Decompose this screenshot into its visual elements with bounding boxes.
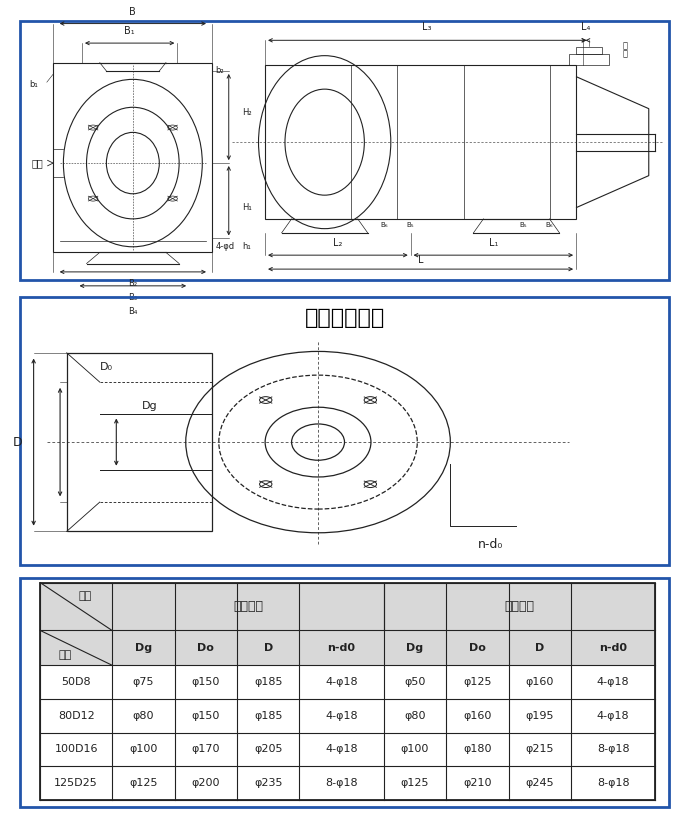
Text: L₄: L₄ [582,22,590,32]
Text: n-d0: n-d0 [599,643,627,653]
Text: n-d₀: n-d₀ [477,538,503,552]
Text: 125D25: 125D25 [54,778,98,788]
Text: φ185: φ185 [254,710,282,721]
Text: 吸入吐出法兰: 吸入吐出法兰 [305,308,384,328]
Bar [40,583,655,800]
Text: φ125: φ125 [401,778,429,788]
Text: φ160: φ160 [463,710,491,721]
Text: 4-φ18: 4-φ18 [325,677,358,687]
Text: φ200: φ200 [192,778,220,788]
Text: φ150: φ150 [192,677,220,687]
Text: φ125: φ125 [463,677,492,687]
Bar [40,583,655,665]
Text: 尺寸: 尺寸 [59,650,72,660]
Text: B₄: B₄ [128,307,138,316]
Text: φ245: φ245 [526,778,554,788]
Text: φ125: φ125 [129,778,158,788]
Text: 80D12: 80D12 [58,710,94,721]
Text: b₁: b₁ [29,80,38,89]
Text: 4-φ18: 4-φ18 [325,744,358,754]
Text: 8-φ18: 8-φ18 [325,778,358,788]
Text: Dg: Dg [135,643,152,653]
Text: H₁: H₁ [242,203,251,213]
Text: Do: Do [197,643,214,653]
Text: φ50: φ50 [404,677,426,687]
Text: 4-φ18: 4-φ18 [597,677,630,687]
Text: φ210: φ210 [463,778,492,788]
Text: 水: 水 [622,50,627,59]
Text: D: D [264,643,273,653]
Text: φ235: φ235 [254,778,282,788]
Text: Dg: Dg [141,401,157,411]
Text: 100D16: 100D16 [54,744,98,754]
Text: 4-φd: 4-φd [216,242,235,251]
Text: φ195: φ195 [526,710,554,721]
Text: φ100: φ100 [401,744,429,754]
Text: b₂: b₂ [216,66,224,75]
Text: Do: Do [469,643,486,653]
Text: H₂: H₂ [242,108,251,117]
Text: 8-φ18: 8-φ18 [597,778,630,788]
Text: 进水: 进水 [32,158,43,168]
Text: 8-φ18: 8-φ18 [597,744,630,754]
Text: B₁: B₁ [124,26,135,36]
Text: D: D [535,643,544,653]
Text: B: B [130,7,136,17]
Text: φ100: φ100 [129,744,158,754]
Text: 50D8: 50D8 [61,677,91,687]
Text: φ75: φ75 [132,677,154,687]
Text: φ150: φ150 [192,710,220,721]
Text: 型号: 型号 [78,591,92,601]
Bar [265,65,576,219]
Text: 吸入法兰: 吸入法兰 [233,600,263,613]
Text: φ180: φ180 [463,744,492,754]
Text: 4-φ18: 4-φ18 [325,710,358,721]
Text: D: D [12,436,22,448]
Bar [569,55,609,65]
Text: L₂: L₂ [333,238,342,248]
Text: φ80: φ80 [404,710,426,721]
Text: Dg: Dg [407,643,424,653]
Text: 出: 出 [622,41,627,50]
Text: L₁: L₁ [489,238,498,248]
Text: B₆: B₆ [380,222,388,227]
Text: B₅: B₅ [407,222,415,227]
Text: B₃: B₃ [128,293,137,302]
Text: φ80: φ80 [132,710,154,721]
Text: φ215: φ215 [526,744,554,754]
Text: h₁: h₁ [242,242,251,251]
Text: L: L [418,255,423,265]
Text: 4-φ18: 4-φ18 [597,710,630,721]
Text: φ170: φ170 [192,744,220,754]
Text: B₂: B₂ [128,279,137,288]
Text: D₀: D₀ [100,361,113,372]
Text: L₃: L₃ [422,22,432,32]
Bar [67,353,212,532]
Text: φ185: φ185 [254,677,282,687]
Text: n-d0: n-d0 [327,643,356,653]
Text: B₆: B₆ [546,222,553,227]
Text: B₅: B₅ [520,222,527,227]
Text: φ205: φ205 [254,744,282,754]
Text: φ160: φ160 [526,677,554,687]
Bar [576,47,602,55]
Bar [54,63,212,252]
Text: 吐出法兰: 吐出法兰 [504,600,535,613]
